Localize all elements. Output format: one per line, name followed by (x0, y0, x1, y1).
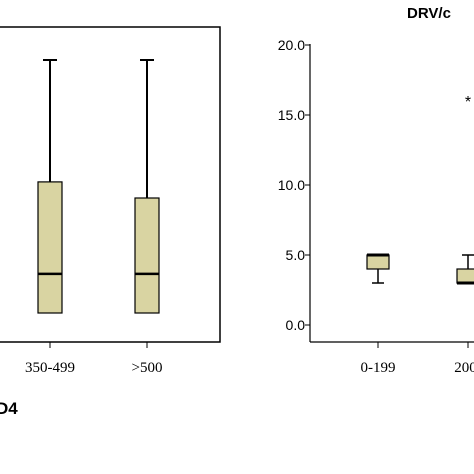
y-tick-label: 20.0 (278, 37, 305, 53)
y-tick-label: 15.0 (278, 107, 305, 123)
iqr-box (37, 181, 63, 314)
right-x-tick-labels: 0-199 200- (361, 342, 474, 376)
x-tick-label: 200- (454, 360, 474, 376)
left-boxes (37, 59, 160, 314)
outlier-marker: * (465, 94, 471, 111)
box-200-: * (456, 94, 474, 285)
iqr-box (456, 268, 474, 284)
iqr-box (134, 197, 160, 314)
box-0-199 (366, 253, 390, 284)
left-plot-frame (0, 26, 221, 343)
right-y-ticks: 0.0 5.0 10.0 15.0 20.0 (278, 37, 310, 333)
right-panel: DRV/c 0.0 5.0 10.0 15.0 20.0 * 0-199 200- (278, 5, 474, 376)
right-chart-title: DRV/c (407, 5, 451, 22)
left-x-axis-label: D4 (0, 399, 18, 418)
y-tick-label: 5.0 (286, 247, 306, 263)
y-tick-label: 10.0 (278, 177, 305, 193)
y-tick-label: 0.0 (286, 317, 306, 333)
left-panel: 350-499 >500 D4 (0, 26, 221, 418)
x-tick-label: 350-499 (25, 360, 75, 376)
box-350-499 (37, 59, 63, 314)
right-boxes: * (366, 94, 474, 285)
box->500 (134, 59, 160, 314)
x-tick-label: >500 (132, 360, 163, 376)
left-x-tick-labels: 350-499 >500 (25, 342, 162, 376)
iqr-box (366, 254, 390, 270)
x-tick-label: 0-199 (361, 360, 396, 376)
